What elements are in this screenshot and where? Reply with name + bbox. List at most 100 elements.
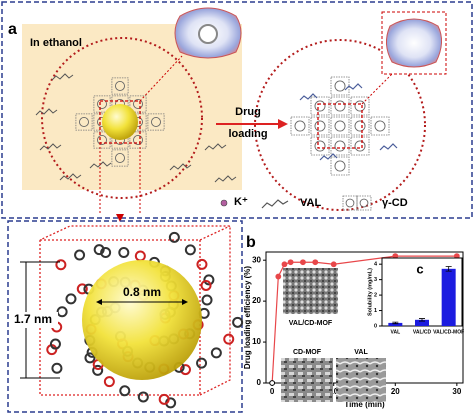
dimension-label: 0.8 nm xyxy=(123,285,161,299)
cd-ring xyxy=(79,117,89,127)
cd-ring xyxy=(314,120,326,132)
cd-ring xyxy=(100,246,112,258)
panel-a-frame xyxy=(1,1,473,219)
val-molecule xyxy=(204,143,227,151)
cd-ring xyxy=(210,347,222,359)
cd-ring xyxy=(84,352,96,364)
cd-block xyxy=(342,195,358,211)
error-bar xyxy=(445,266,452,272)
sem-image xyxy=(283,268,338,314)
cd-ring xyxy=(334,100,346,112)
zoom-frame xyxy=(7,220,243,413)
data-point xyxy=(300,259,306,266)
cd-ring xyxy=(314,140,326,152)
cd-block xyxy=(330,96,350,116)
cd-ring xyxy=(92,364,104,376)
bar xyxy=(388,322,403,326)
image-label: VAL xyxy=(354,349,368,356)
val-molecule xyxy=(379,143,398,151)
cavity-sphere xyxy=(102,104,138,140)
arrow-head xyxy=(278,119,288,129)
cd-ring xyxy=(345,198,355,208)
y-tick-label: 0 xyxy=(257,378,262,387)
cd-ring xyxy=(184,244,196,256)
cd-block xyxy=(129,131,147,149)
x-tick-label: 0 xyxy=(270,387,275,396)
label-bg xyxy=(12,312,58,328)
dimension-label: 1.7 nm xyxy=(14,312,52,326)
condition-label: In ethanol xyxy=(30,37,82,49)
panel-label: a xyxy=(8,21,17,38)
cd-ring xyxy=(223,333,235,345)
cd-ring xyxy=(200,279,212,291)
cd-ring xyxy=(115,81,125,91)
val-molecule xyxy=(344,83,363,91)
cd-ring xyxy=(354,120,366,132)
cd-ring xyxy=(115,153,125,163)
esp-ring xyxy=(198,24,218,44)
y-axis-label: Solubility (mg/mL) xyxy=(367,268,373,316)
y-tick-label: 1 xyxy=(374,308,377,314)
cd-block xyxy=(350,96,370,116)
val-molecule xyxy=(214,175,237,183)
cd-ring xyxy=(49,338,61,350)
cd-ring xyxy=(294,120,306,132)
cd-block xyxy=(330,136,350,156)
x-tick-label: 20 xyxy=(391,387,400,396)
cd-block xyxy=(370,116,390,136)
cd-ring xyxy=(133,99,143,109)
y-tick-label: 30 xyxy=(252,255,261,264)
legend-label: γ-CD xyxy=(382,197,408,209)
cd-block xyxy=(310,96,330,116)
panel-label: b xyxy=(246,234,256,251)
data-point xyxy=(330,261,337,268)
cd-block xyxy=(111,77,129,95)
x-tick-label: VAL/CD-MOF xyxy=(433,329,464,335)
y-tick-label: 0 xyxy=(374,323,377,329)
val-molecule xyxy=(169,163,192,171)
cd-ring xyxy=(97,99,107,109)
zoom-box xyxy=(99,100,141,144)
bar xyxy=(415,319,429,326)
cd-ring xyxy=(334,120,346,132)
cd-ring xyxy=(118,246,130,258)
cd-ring xyxy=(97,135,107,145)
cd-ring xyxy=(354,140,366,152)
x-tick-label: 10 xyxy=(329,387,338,396)
val-molecule xyxy=(299,93,318,101)
val-molecule xyxy=(39,143,62,151)
cd-ring xyxy=(334,160,346,172)
cd-ring xyxy=(151,117,161,127)
y-tick-label: 2 xyxy=(374,293,377,299)
legend-icon xyxy=(220,199,228,207)
esp-map xyxy=(386,18,442,68)
cd-ring xyxy=(65,293,77,305)
arrow-head xyxy=(116,214,124,222)
cd-ring xyxy=(103,376,115,388)
cd-ring xyxy=(354,100,366,112)
y-tick-label: 3 xyxy=(374,277,377,283)
x-axis-label: Time (min) xyxy=(344,400,385,409)
val-molecule xyxy=(35,108,58,116)
cd-ring xyxy=(51,362,63,374)
arrow-label: loading xyxy=(228,128,267,140)
cd-block xyxy=(129,95,147,113)
data-point xyxy=(312,259,319,266)
error-bar xyxy=(392,321,399,325)
cd-block xyxy=(75,113,93,131)
cd-block xyxy=(310,136,330,156)
data-point xyxy=(287,259,294,266)
cd-block xyxy=(93,113,111,131)
bar xyxy=(441,268,456,326)
y-tick-label: 10 xyxy=(252,337,261,346)
cd-ring xyxy=(168,231,180,243)
cd-block xyxy=(330,76,350,96)
cd-block xyxy=(310,116,330,136)
x-tick-label: 30 xyxy=(452,387,461,396)
cd-ring xyxy=(334,140,346,152)
cavity-sphere xyxy=(82,260,202,380)
cd-ring xyxy=(201,294,213,306)
cd-block xyxy=(129,113,147,131)
val-molecule xyxy=(51,73,74,81)
